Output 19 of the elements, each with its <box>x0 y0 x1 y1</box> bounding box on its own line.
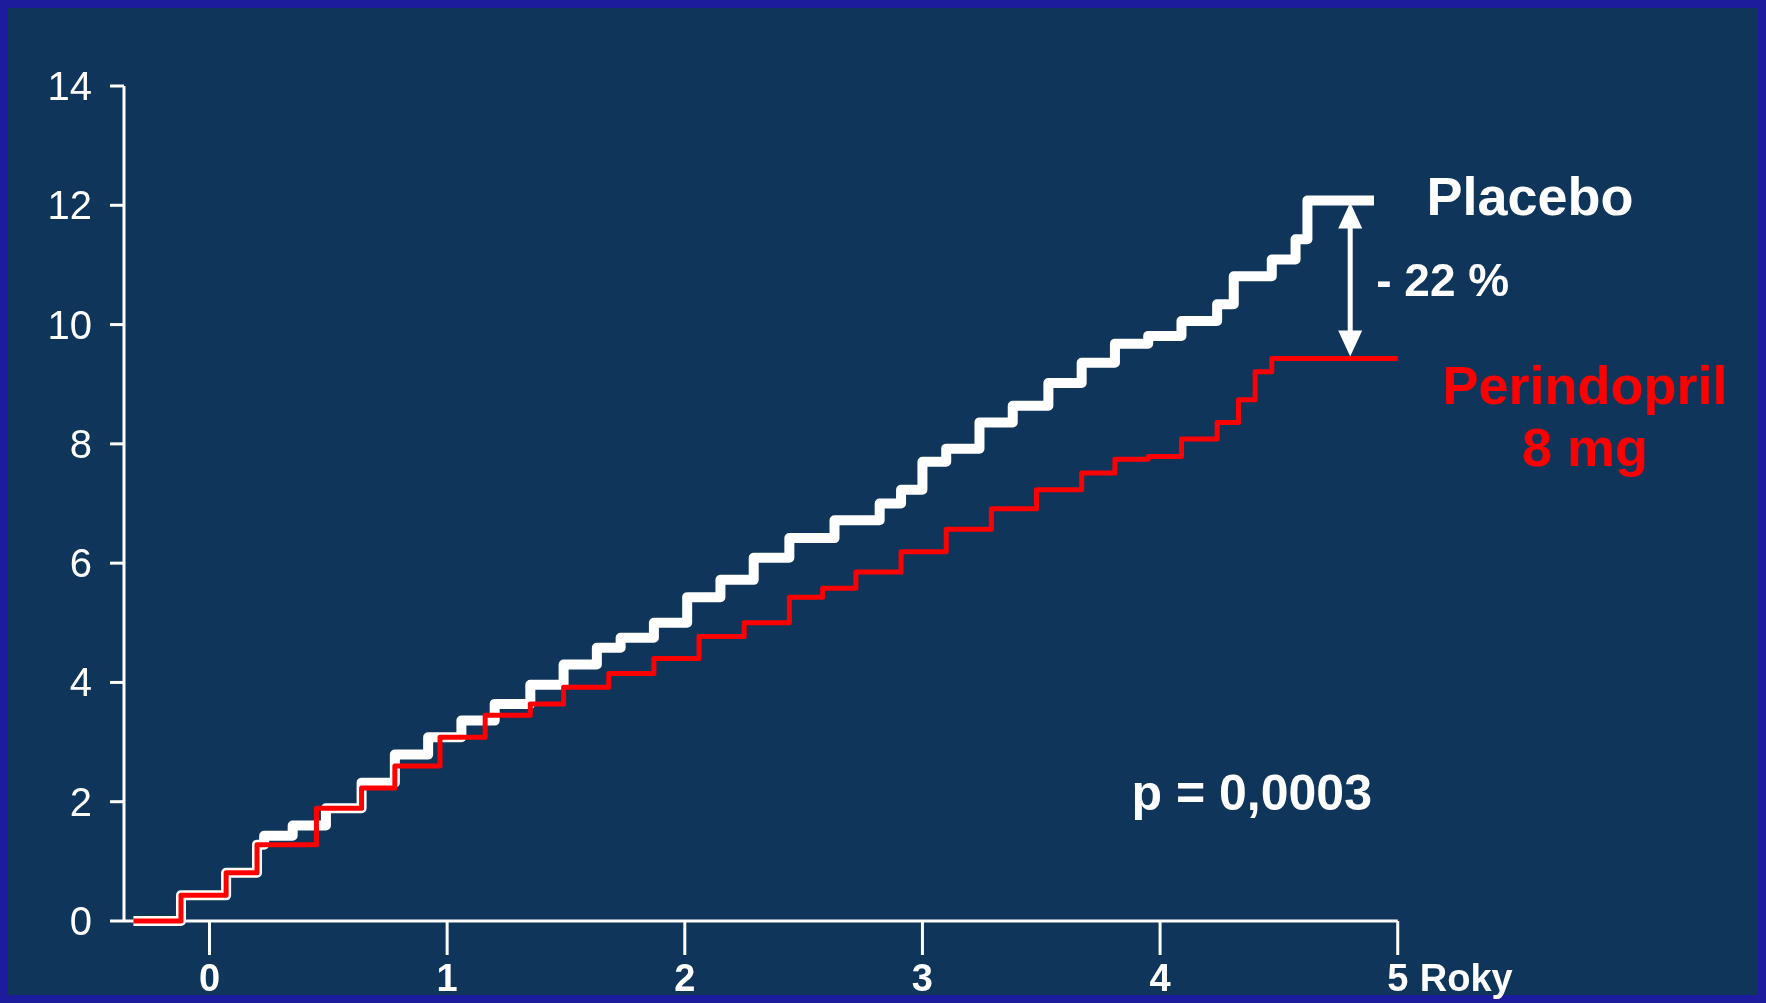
x-axis-title: Roky <box>1419 957 1513 999</box>
y-tick-label: 8 <box>69 421 92 466</box>
y-tick-label: 4 <box>69 660 92 705</box>
x-tick-label: 3 <box>911 957 934 999</box>
y-tick-label: 12 <box>47 183 92 228</box>
y-tick-label: 14 <box>47 64 92 108</box>
annotation: p = 0,0003 <box>1131 765 1372 821</box>
x-tick-label: 5 <box>1387 957 1409 999</box>
x-tick-label: 1 <box>436 957 458 999</box>
y-tick-label: 6 <box>69 541 92 586</box>
y-tick-label: 2 <box>69 779 92 824</box>
x-tick-label: 0 <box>198 957 221 999</box>
x-tick-label: 4 <box>1149 957 1171 999</box>
legend-label: Placebo <box>1426 165 1634 226</box>
y-tick-label: 10 <box>47 302 92 347</box>
series-label: Perindopril 8 mg <box>1442 354 1728 477</box>
annotation: - 22 % <box>1376 253 1510 306</box>
y-tick-label: 0 <box>69 899 92 943</box>
x-tick-label: 2 <box>674 957 696 999</box>
